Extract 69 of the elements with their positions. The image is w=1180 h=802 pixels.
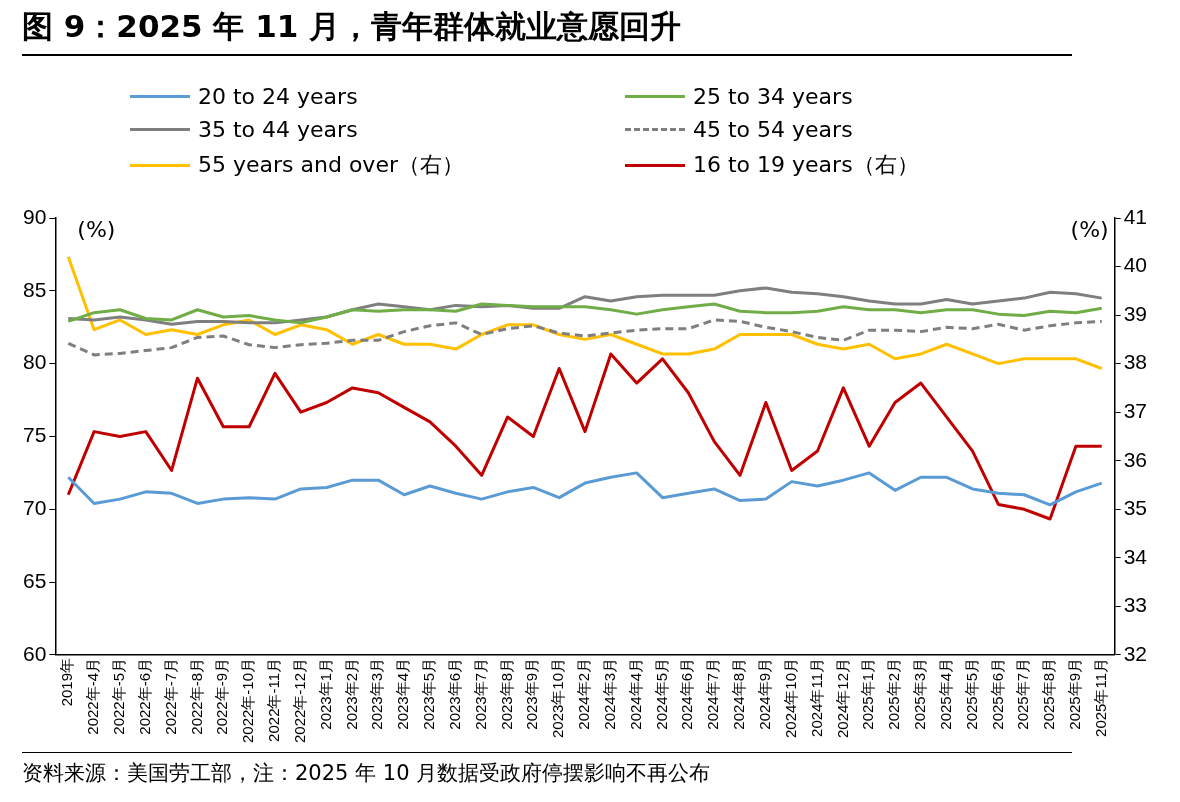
x-tick-label: 2022年-9月 <box>213 657 231 735</box>
x-tick-label: 2024年4月 <box>626 657 644 730</box>
y-tick-label: 75 <box>23 423 47 447</box>
y-tick-label: 85 <box>23 277 47 301</box>
x-tick-label: 2022年-7月 <box>161 657 179 735</box>
x-tick-label: 2024年8月 <box>730 657 748 730</box>
legend-label: 25 to 34 years <box>693 84 853 109</box>
x-tick-label: 2023年4月 <box>394 657 412 730</box>
x-tick-label: 2025年2月 <box>885 657 903 730</box>
x-tick-label: 2023年3月 <box>368 657 386 730</box>
legend-label: 20 to 24 years <box>198 84 358 109</box>
x-tick-label: 2024年10月 <box>781 657 799 739</box>
x-tick-label: 2023年8月 <box>497 657 515 730</box>
x-tick-label: 2022年-6月 <box>135 657 153 735</box>
y-tick-label: 65 <box>23 568 47 592</box>
x-tick-label: 2025年7月 <box>1014 657 1032 730</box>
x-tick-label: 2022年-11月 <box>265 657 283 742</box>
x-tick-label: 2024年5月 <box>652 657 670 730</box>
x-tick-label: 2023年5月 <box>420 657 438 730</box>
x-tick-label: 2025年4月 <box>936 657 954 730</box>
x-tick-label: 2024年2月 <box>575 657 593 730</box>
y2-tick-label: 33 <box>1123 593 1147 617</box>
y-tick-label: 80 <box>23 350 47 374</box>
x-tick-label: 2024年9月 <box>755 657 773 730</box>
y-axis-title: (%) <box>77 216 116 242</box>
legend-label: 16 to 19 years（右） <box>693 151 919 179</box>
line-series <box>66 318 1104 357</box>
y2-tick-label: 36 <box>1123 447 1147 471</box>
legend-label: 45 to 54 years <box>693 117 853 142</box>
x-tick-label: 2023年7月 <box>471 657 489 730</box>
x-tick-label: 2024年7月 <box>704 657 722 730</box>
y2-tick-label: 37 <box>1123 399 1147 422</box>
y2-tick-label: 34 <box>1123 544 1148 568</box>
x-tick-label: 2023年6月 <box>445 657 463 730</box>
x-tick-label: 2019年 <box>58 657 76 707</box>
y2-tick-label: 39 <box>1123 301 1147 325</box>
x-tick-label: 2025年1月 <box>859 657 877 730</box>
x-tick-label: 2022年-10月 <box>239 657 257 744</box>
x-tick-label: 2023年10月 <box>549 657 567 739</box>
y2-tick-label: 38 <box>1123 350 1147 374</box>
x-tick-label: 2025年11月 <box>1091 657 1109 737</box>
text: 资料来源：美国劳工部，注：2025 年 10 月数据受政府停摆影响不再公布 <box>22 752 1072 787</box>
y-tick-label: 70 <box>23 496 47 520</box>
y-tick-label: 90 <box>23 204 47 228</box>
y2-axis-title: (%) <box>1070 216 1109 242</box>
legend-label: 55 years and over（右） <box>198 151 464 179</box>
x-tick-label: 2023年1月 <box>316 657 334 730</box>
x-tick-label: 2023年2月 <box>342 657 360 730</box>
x-tick-label: 2025年3月 <box>911 657 929 730</box>
x-tick-label: 2025年8月 <box>1040 657 1058 730</box>
x-tick-label: 2022年-5月 <box>110 657 128 735</box>
y2-tick-label: 41 <box>1123 204 1147 228</box>
x-tick-label: 2023年9月 <box>523 657 541 730</box>
x-tick-label: 2024年11月 <box>807 657 825 737</box>
x-tick-label: 2022年-4月 <box>84 657 102 735</box>
x-tick-label: 2025年9月 <box>1066 657 1084 730</box>
x-tick-label: 2024年3月 <box>600 657 618 730</box>
x-tick-label: 2025年5月 <box>962 657 980 730</box>
y2-tick-label: 32 <box>1123 641 1147 665</box>
y2-tick-label: 35 <box>1123 496 1147 520</box>
chart-title: 图 9：2025 年 11 月，青年群体就业意愿回升 <box>22 6 1072 56</box>
x-tick-label: 2024年6月 <box>678 657 696 730</box>
legend-label: 35 to 44 years <box>198 117 358 142</box>
y2-tick-label: 40 <box>1123 253 1147 277</box>
y-tick-label: 60 <box>23 641 47 665</box>
x-tick-label: 2024年12月 <box>833 657 851 739</box>
x-tick-label: 2025年6月 <box>988 657 1006 730</box>
x-tick-label: 2022年-12月 <box>290 657 308 744</box>
x-tick-label: 2022年-8月 <box>187 657 205 735</box>
